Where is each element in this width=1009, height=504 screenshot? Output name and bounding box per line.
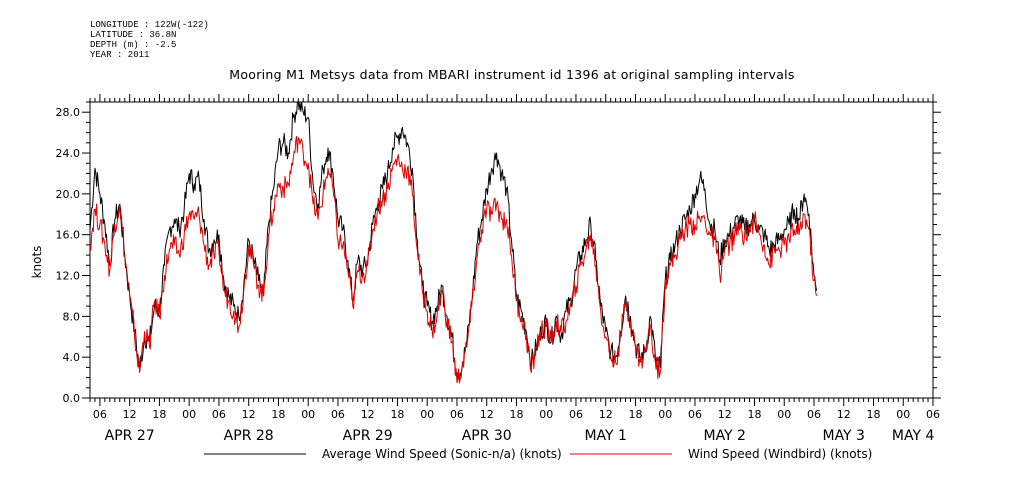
y-tick-label: 20.0 <box>56 188 81 201</box>
x-hour-label: 18 <box>747 408 761 421</box>
y-axis-label: knots <box>30 246 44 279</box>
x-hour-label: 12 <box>480 408 494 421</box>
chart-title: Mooring M1 Metsys data from MBARI instru… <box>229 67 795 82</box>
x-hour-label: 18 <box>509 408 523 421</box>
x-hour-label: 12 <box>242 408 256 421</box>
x-hour-label: 18 <box>628 408 642 421</box>
x-hour-label: 00 <box>420 408 434 421</box>
y-axis: 0.0 4.0 8.0 12.0 16.0 20.0 24.0 28.0 <box>56 101 941 405</box>
x-hour-label: 18 <box>866 408 880 421</box>
x-hour-label: 06 <box>688 408 702 421</box>
x-hour-label: 06 <box>926 408 940 421</box>
x-hour-label: 12 <box>361 408 375 421</box>
series-layer <box>89 101 817 384</box>
x-axis: 06 12 18 00 06 12 18 00 06 12 18 00 06 12 18 00 06 12 18 00… <box>89 94 940 444</box>
legend-label-windbird: Wind Speed (Windbird) (knots) <box>688 447 872 461</box>
metadata-block: LONGITUDE : 122W(-122) LATITUDE : 36.8N … <box>90 20 209 60</box>
x-hour-label: 12 <box>718 408 732 421</box>
y-tick-label: 16.0 <box>56 229 81 242</box>
x-hour-label: 12 <box>599 408 613 421</box>
x-hour-label: 06 <box>331 408 345 421</box>
x-day-label: MAY 1 <box>584 428 626 444</box>
plot-border <box>89 101 934 399</box>
y-tick-label: 12.0 <box>56 270 81 283</box>
x-day-label: MAY 4 <box>892 428 935 444</box>
x-hour-label: 18 <box>390 408 404 421</box>
x-hour-label: 00 <box>777 408 791 421</box>
x-day-label: APR 27 <box>105 428 155 444</box>
x-hour-label: 06 <box>807 408 821 421</box>
y-tick-label: 28.0 <box>56 106 81 119</box>
y-tick-label: 0.0 <box>63 392 81 405</box>
x-hour-label: 00 <box>896 408 910 421</box>
longitude-text: LONGITUDE : 122W(-122) <box>90 20 209 30</box>
y-tick-label: 24.0 <box>56 147 81 160</box>
y-tick-label: 8.0 <box>63 310 81 323</box>
x-hour-label: 12 <box>837 408 851 421</box>
series-line-windbird <box>89 136 817 384</box>
x-hour-label: 12 <box>123 408 137 421</box>
year-text: YEAR : 2011 <box>90 50 150 60</box>
x-hour-label: 06 <box>569 408 583 421</box>
x-day-label: MAY 2 <box>703 428 745 444</box>
latitude-text: LATITUDE : 36.8N <box>90 30 177 40</box>
x-day-label: APR 30 <box>462 428 512 444</box>
x-hour-label: 00 <box>301 408 315 421</box>
x-hour-label: 00 <box>182 408 196 421</box>
x-day-label: MAY 3 <box>822 428 864 444</box>
x-day-label: APR 28 <box>224 428 274 444</box>
x-hour-label: 18 <box>271 408 285 421</box>
legend: Average Wind Speed (Sonic-n/a) (knots) W… <box>204 447 872 461</box>
x-hour-label: 00 <box>539 408 553 421</box>
x-day-label: APR 29 <box>343 428 393 444</box>
x-hour-label: 18 <box>152 408 166 421</box>
x-hour-label: 06 <box>212 408 226 421</box>
series-line-sonic <box>89 101 817 381</box>
y-tick-label: 4.0 <box>63 351 81 364</box>
x-hour-label: 06 <box>93 408 107 421</box>
depth-text: DEPTH (m) : -2.5 <box>90 40 177 50</box>
legend-label-sonic: Average Wind Speed (Sonic-n/a) (knots) <box>322 447 562 461</box>
x-hour-label: 06 <box>450 408 464 421</box>
x-hour-label: 00 <box>658 408 672 421</box>
plot-frame <box>89 101 934 399</box>
